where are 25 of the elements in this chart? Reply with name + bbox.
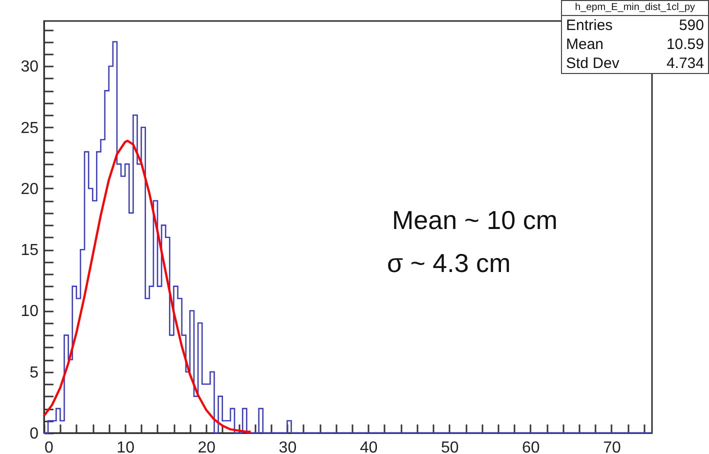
annotation: Mean ~ 10 cm — [392, 205, 558, 236]
line-series — [42, 140, 252, 433]
y-tick-label: 25 — [20, 120, 39, 137]
x-tick-label: 40 — [360, 440, 378, 454]
text: h_epm_E_min_dist_1cl_py — [562, 1, 708, 16]
text: 4.734 — [666, 54, 704, 73]
x-tick-label: 10 — [116, 440, 135, 454]
text: 590 — [678, 16, 704, 35]
x-tick-label: 70 — [603, 440, 621, 454]
text: 10.59 — [666, 35, 704, 54]
annotation: σ ~ 4.3 cm — [387, 248, 511, 279]
y-tick-label: 20 — [20, 180, 39, 198]
annotation: Std Dev — [566, 54, 620, 73]
x-tick-label: 20 — [198, 440, 216, 454]
annotation: Mean — [566, 35, 604, 54]
x-tick-label: 60 — [522, 440, 540, 454]
y-tick-label: 15 — [20, 242, 39, 260]
x-tick-label: 50 — [440, 440, 459, 454]
y-tick-label: 5 — [30, 364, 39, 382]
x-tick-label: 0 — [44, 440, 54, 454]
x-tick-label: 30 — [278, 440, 297, 454]
y-tick-label: 10 — [20, 303, 39, 320]
y-tick-label: 30 — [20, 58, 39, 76]
annotation: Entries — [566, 16, 613, 35]
y-tick-label: 0 — [30, 426, 39, 442]
